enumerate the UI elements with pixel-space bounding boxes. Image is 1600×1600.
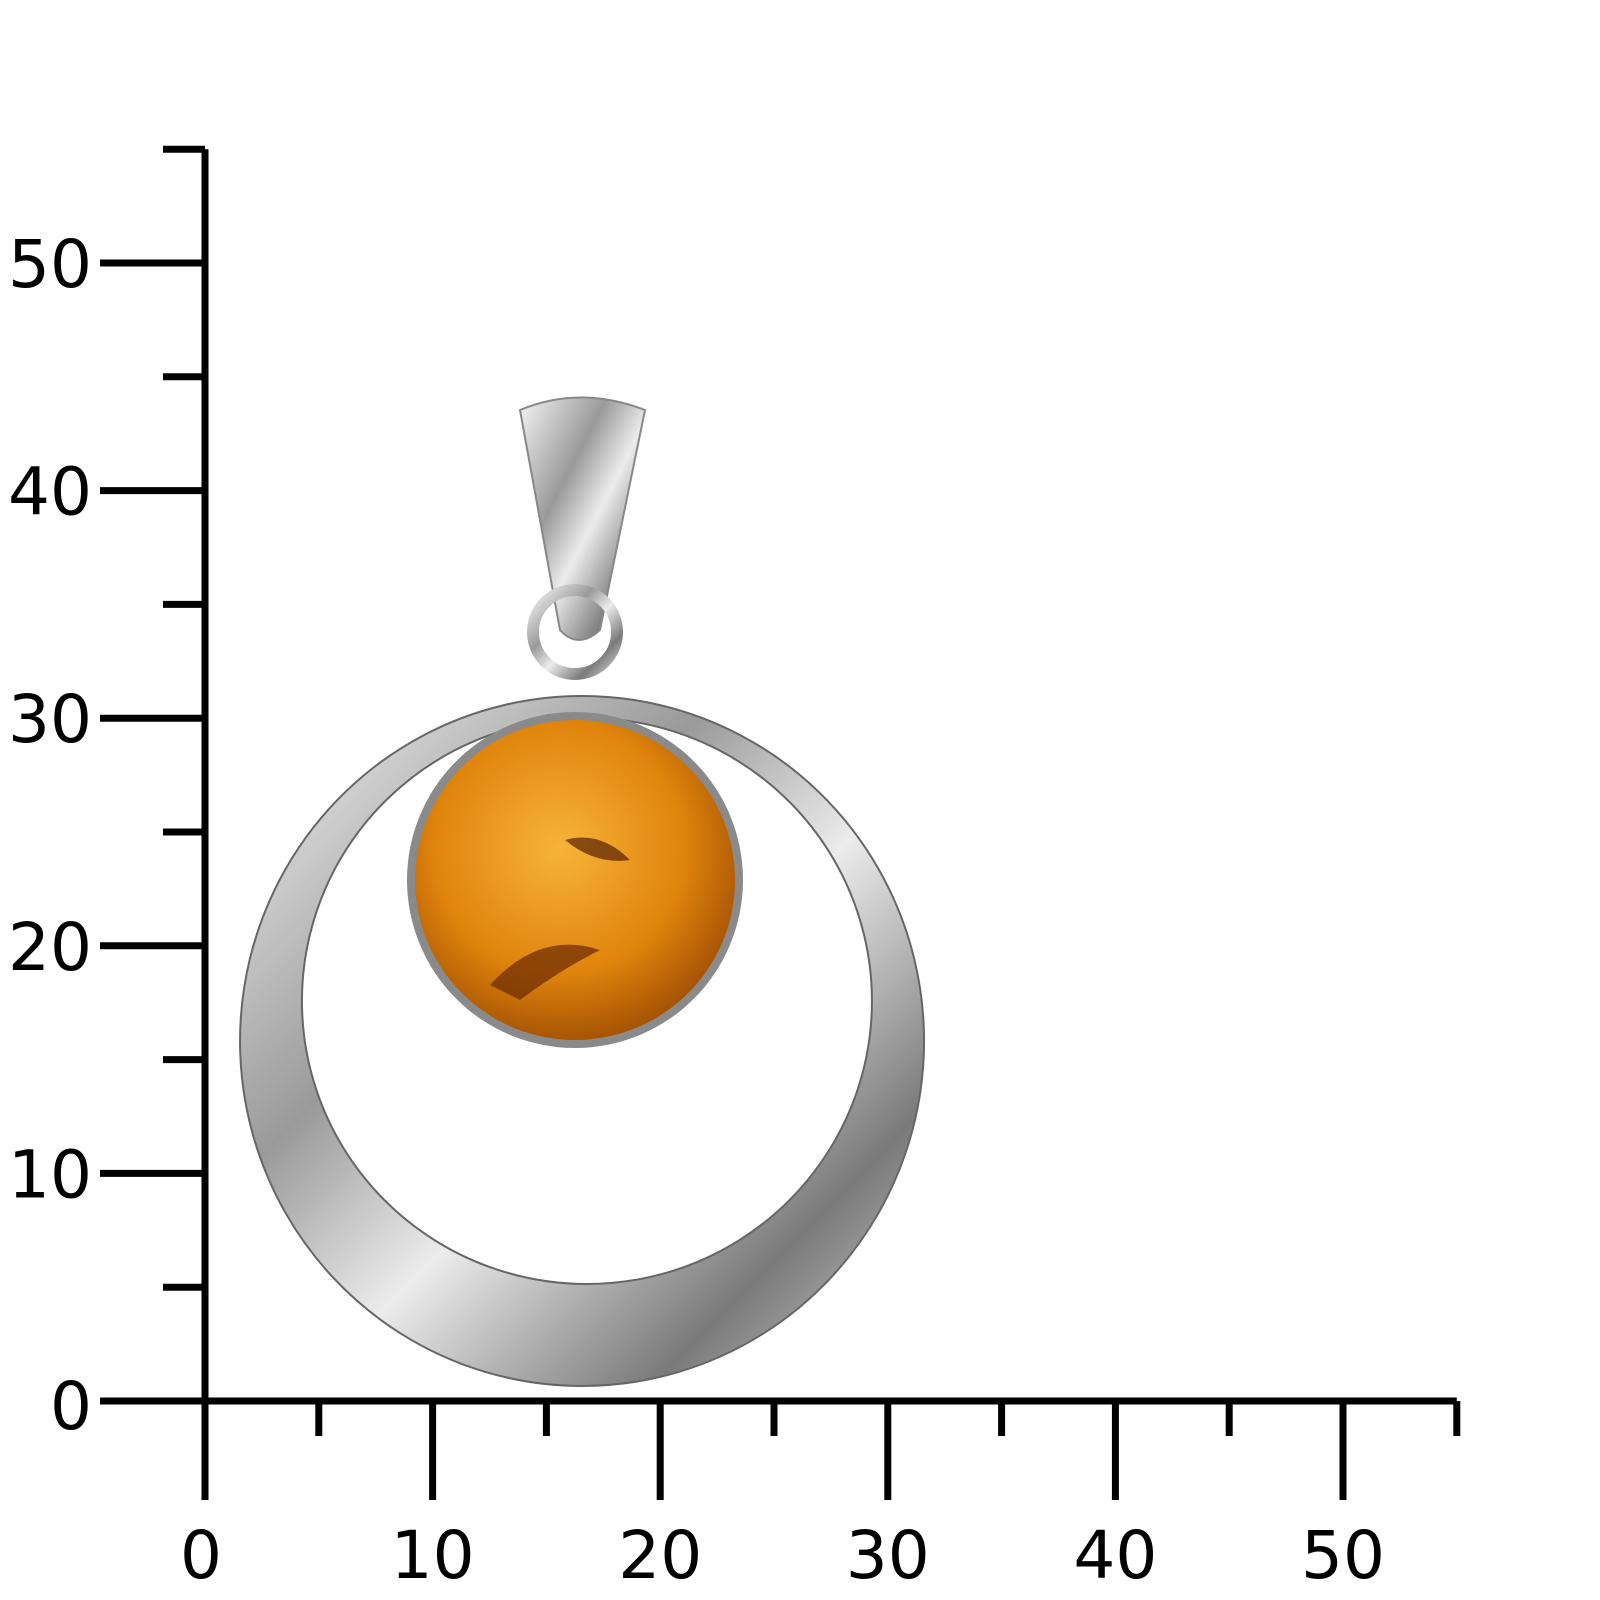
x-tick-label: 30	[846, 1517, 930, 1594]
amber-stone	[415, 720, 735, 1040]
y-tick-label: 20	[8, 909, 92, 986]
x-tick-label: 0	[180, 1517, 222, 1594]
y-tick-label: 0	[50, 1368, 92, 1445]
amber-inclusion	[565, 837, 630, 861]
pendant	[239, 396, 926, 1387]
y-tick-label: 10	[8, 1136, 92, 1213]
x-tick-label: 40	[1073, 1517, 1157, 1594]
x-tick-label: 20	[618, 1517, 702, 1594]
silver-ring	[239, 695, 926, 1387]
y-tick-label: 40	[8, 454, 92, 531]
amber-inclusion	[490, 944, 600, 1000]
jump-ring	[527, 584, 623, 680]
pendant-bail	[518, 396, 647, 641]
x-tick-label: 10	[391, 1517, 475, 1594]
y-tick-label: 30	[8, 681, 92, 758]
x-tick-label: 50	[1301, 1517, 1385, 1594]
y-tick-label: 50	[8, 226, 92, 303]
measurement-axes: 0 10 20 30 40 50 0 10 20 30 40 50	[8, 145, 1461, 1594]
